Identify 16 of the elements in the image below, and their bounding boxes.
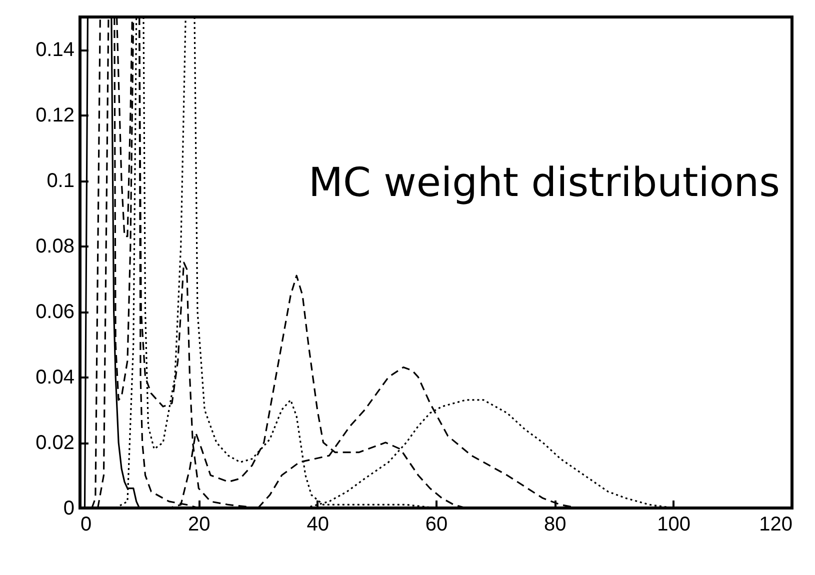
y-tick-label: 0 <box>63 498 74 520</box>
y-tick-label: 0.06 <box>36 301 74 324</box>
text: MC weight distributions <box>308 160 780 206</box>
x-tick-label: 100 <box>657 514 691 536</box>
y-tick-label: 0.14 <box>36 39 74 62</box>
x-tick-label: 60 <box>425 514 448 536</box>
x-tick-label: 0 <box>80 514 92 536</box>
x-tick-label: 40 <box>306 514 329 536</box>
x-tick-label: 20 <box>188 514 210 536</box>
y-tick-label: 0.12 <box>36 104 74 127</box>
y-tick-label: 0.04 <box>36 366 74 389</box>
x-tick-label: 120 <box>759 514 792 536</box>
y-tick-label: 0.1 <box>46 170 74 192</box>
x-tick-label: 80 <box>544 514 566 536</box>
y-tick-label: 0.08 <box>36 236 74 258</box>
y-tick-label: 0.02 <box>36 432 74 454</box>
